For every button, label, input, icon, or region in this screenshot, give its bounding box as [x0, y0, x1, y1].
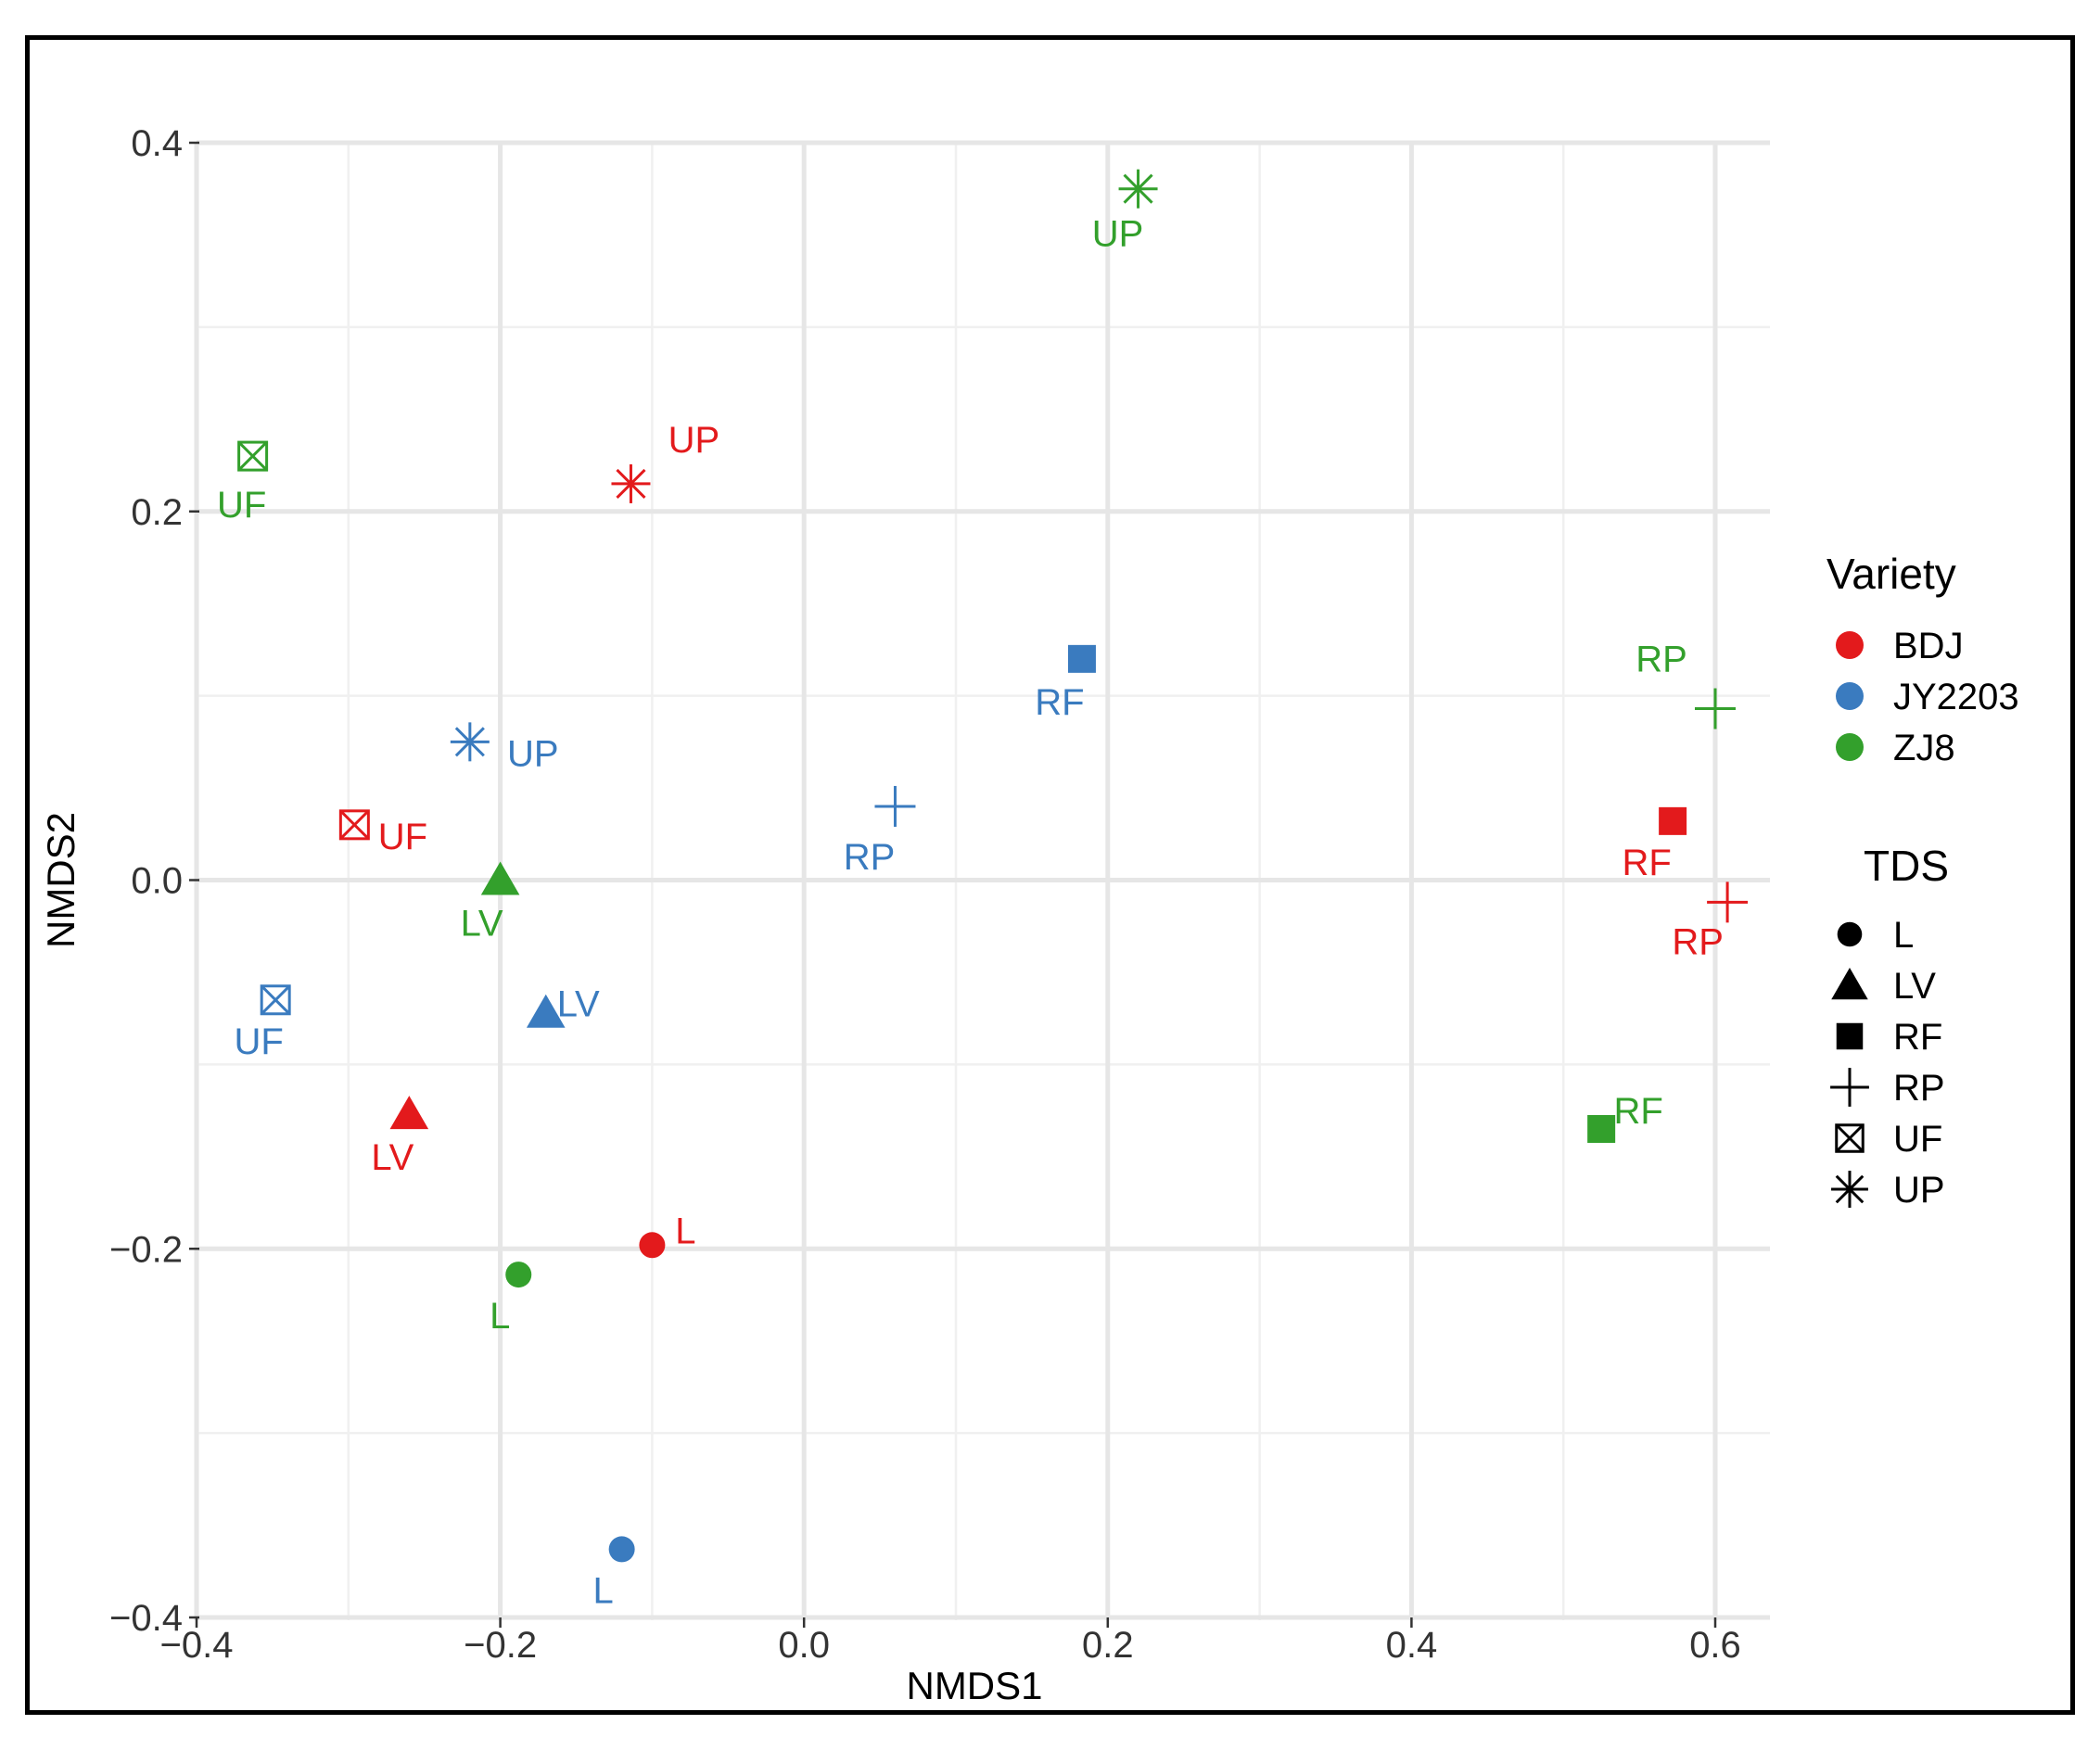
- y-tick-label: −0.2: [109, 1229, 183, 1270]
- y-tick-label: 0.4: [131, 123, 183, 164]
- rf-marker: [1587, 1114, 1616, 1143]
- x-tick-label: 0.4: [1386, 1625, 1438, 1666]
- uf-box: [338, 809, 370, 841]
- point-label: L: [490, 1296, 510, 1337]
- up-stroke: [454, 727, 485, 757]
- rp-marker: [1707, 881, 1749, 923]
- x-tick-label: 0.0: [778, 1625, 830, 1666]
- point-label: RF: [1622, 843, 1671, 883]
- up-marker: [1118, 169, 1158, 209]
- figure-frame: −0.4 −0.2 0.0 0.2 0.4 0.6 0.4 0.2 0.0 −0.2 −0.4 UP…: [25, 35, 2075, 1715]
- legend-variety-label: ZJ8: [1893, 728, 1955, 768]
- uf-box: [1835, 1123, 1865, 1153]
- point-label: RP: [1672, 921, 1724, 962]
- y-tick-label: 0.2: [131, 492, 183, 533]
- l-marker: [505, 1262, 532, 1288]
- legend-tds-label: UP: [1893, 1170, 1945, 1211]
- legend: Variety BDJ JY2203 ZJ8 TDS L LV RF RP UF UP: [1826, 550, 2019, 1211]
- point-label: L: [593, 1570, 614, 1611]
- lv-marker: [1831, 968, 1868, 1000]
- uf-stroke: [339, 809, 370, 840]
- lv-marker: [526, 994, 566, 1028]
- legend-tds-items: L LV RF RP UF UP: [1830, 915, 1945, 1211]
- point-label: UF: [235, 1021, 284, 1062]
- legend-variety-items: BDJ JY2203 ZJ8: [1836, 626, 2019, 768]
- point-label: UP: [668, 420, 720, 461]
- uf-box: [237, 440, 269, 472]
- rp-marker: [1695, 688, 1736, 729]
- point-label: UF: [217, 485, 266, 526]
- y-tick-label: 0.0: [131, 861, 183, 902]
- point-label: L: [675, 1211, 695, 1251]
- point-label: LV: [557, 984, 600, 1025]
- uf-box: [260, 984, 291, 1016]
- legend-variety-title: Variety: [1826, 550, 1956, 598]
- x-axis-title: NMDS1: [906, 1664, 1042, 1707]
- legend-variety-swatch: [1836, 631, 1864, 659]
- l-marker: [1837, 921, 1863, 947]
- uf-stroke: [261, 984, 291, 1015]
- point-label: RP: [844, 837, 896, 878]
- lv-marker: [389, 1096, 429, 1130]
- l-marker: [639, 1232, 666, 1259]
- point-label: LV: [461, 904, 503, 945]
- rf-marker: [1836, 1022, 1864, 1050]
- x-tick-label: −0.4: [160, 1625, 234, 1666]
- l-marker: [608, 1536, 635, 1563]
- up-stroke: [616, 468, 646, 499]
- uf-marker: [1835, 1123, 1865, 1153]
- uf-marker: [260, 984, 291, 1016]
- legend-variety-swatch: [1836, 682, 1864, 710]
- tick-labels: −0.4 −0.2 0.0 0.2 0.4 0.6 0.4 0.2 0.0 −0.2 −0.4: [109, 123, 1741, 1666]
- legend-tds-label: UF: [1893, 1119, 1942, 1160]
- point-label: RF: [1613, 1091, 1662, 1132]
- point-label: LV: [371, 1137, 414, 1178]
- y-tick-label: −0.4: [109, 1598, 183, 1639]
- legend-tds-title: TDS: [1864, 842, 1949, 890]
- point-label: RP: [1635, 640, 1687, 680]
- x-tick-label: 0.6: [1689, 1625, 1741, 1666]
- major-grid: [194, 140, 1770, 1620]
- data-points: [237, 169, 1749, 1563]
- point-label: UF: [378, 817, 427, 857]
- legend-variety-label: BDJ: [1893, 626, 1964, 666]
- rf-marker: [1067, 644, 1096, 673]
- legend-variety-swatch: [1836, 733, 1864, 761]
- legend-variety-label: JY2203: [1893, 677, 2019, 717]
- point-label: RF: [1035, 682, 1084, 723]
- up-marker: [450, 722, 490, 762]
- up-marker: [1831, 1171, 1868, 1208]
- up-marker: [611, 463, 651, 503]
- rp-marker: [1830, 1068, 1869, 1107]
- uf-stroke: [1835, 1123, 1865, 1153]
- uf-marker: [237, 440, 269, 472]
- uf-stroke: [237, 441, 268, 472]
- legend-tds-label: RF: [1893, 1017, 1942, 1058]
- up-stroke: [1835, 1174, 1865, 1204]
- uf-marker: [338, 809, 370, 841]
- lv-marker: [480, 861, 520, 895]
- point-label: UP: [507, 733, 559, 774]
- rp-marker: [874, 785, 916, 827]
- x-tick-label: −0.2: [464, 1625, 537, 1666]
- nmds-scatter-plot: −0.4 −0.2 0.0 0.2 0.4 0.6 0.4 0.2 0.0 −0.2 −0.4 UP…: [39, 123, 2019, 1707]
- rf-marker: [1659, 806, 1687, 835]
- up-stroke: [1123, 173, 1153, 204]
- y-axis-title: NMDS2: [39, 812, 83, 948]
- x-tick-label: 0.2: [1082, 1625, 1134, 1666]
- legend-tds-label: RP: [1893, 1068, 1945, 1109]
- legend-tds-label: L: [1893, 915, 1914, 956]
- legend-tds-label: LV: [1893, 966, 1936, 1007]
- axis-ticks: [189, 141, 1717, 1628]
- point-label: UP: [1092, 214, 1144, 255]
